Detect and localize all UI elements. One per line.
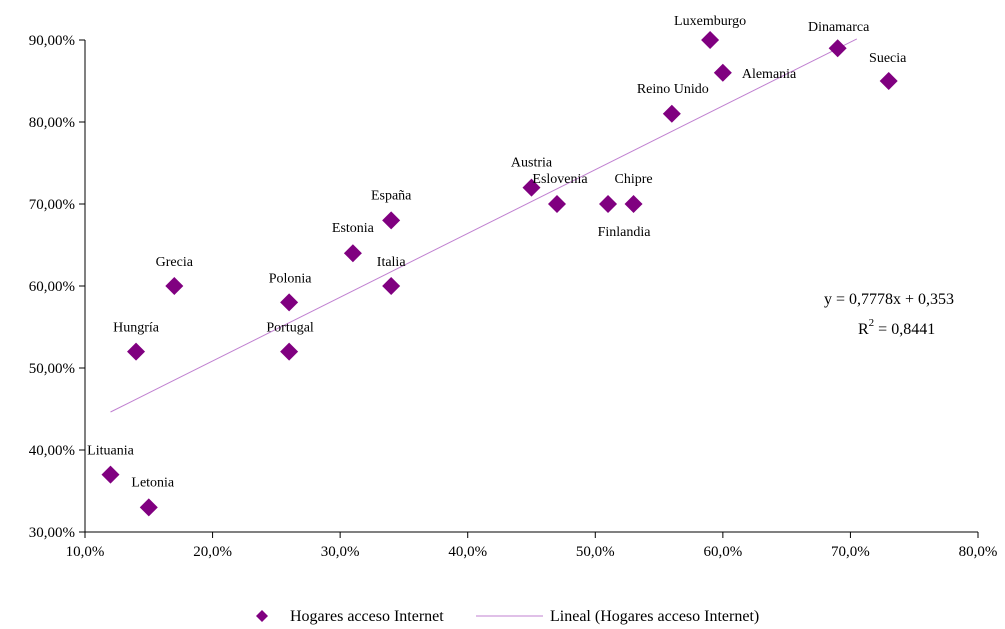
x-tick-label: 40,0% <box>448 544 487 560</box>
point-suecia <box>879 72 898 90</box>
r-squared-value: = 0,8441 <box>874 321 935 338</box>
point-label: Finlandia <box>598 225 652 240</box>
point-chipre <box>624 195 643 213</box>
x-tick-label: 70,0% <box>831 544 870 560</box>
axes <box>84 40 978 533</box>
x-tick-label: 50,0% <box>576 544 615 560</box>
point-label: Lituania <box>87 444 134 459</box>
point-españa <box>382 211 401 230</box>
point-alemania <box>713 63 732 82</box>
point-reino-unido <box>662 104 681 123</box>
r-squared-superscript: 2 <box>869 317 875 329</box>
point-label: Suecia <box>869 51 907 66</box>
point-label: España <box>371 188 412 203</box>
point-letonia <box>139 498 158 517</box>
point-austria <box>522 178 541 197</box>
point-estonia <box>343 244 362 263</box>
r-squared-symbol: R <box>858 321 869 338</box>
point-hungría <box>127 342 146 361</box>
point-label: Luxemburgo <box>674 14 746 29</box>
y-tick-label: 50,00% <box>29 361 75 377</box>
point-label: Letonia <box>131 475 175 490</box>
point-label: Italia <box>377 255 407 270</box>
point-label: Hungría <box>113 321 160 336</box>
legend-label-trendline: Lineal (Hogares acceso Internet) <box>550 608 759 625</box>
point-grecia <box>165 277 184 295</box>
point-label: Dinamarca <box>808 20 870 35</box>
point-eslovenia <box>548 195 567 213</box>
y-tick-label: 90,00% <box>29 33 75 49</box>
point-label: Grecia <box>156 255 194 270</box>
point-finlandia <box>599 195 618 213</box>
data-points <box>101 31 898 517</box>
point-polonia <box>280 293 299 312</box>
r-squared-text: R2 = 0,8441 <box>858 317 935 338</box>
point-labels: Lituania Letonia Hungría Grecia Polonia Portu… <box>87 14 907 490</box>
trendline <box>110 38 858 413</box>
legend-label-series: Hogares acceso Internet <box>290 608 444 625</box>
point-label: Austria <box>511 156 553 171</box>
x-tick-label: 10,0% <box>66 544 105 560</box>
y-tick-label: 70,00% <box>29 197 75 213</box>
point-italia <box>382 277 401 295</box>
point-label: Reino Unido <box>637 82 709 97</box>
x-tick-label: 60,0% <box>703 544 742 560</box>
point-label: Chipre <box>615 172 653 187</box>
point-label: Alemania <box>742 67 797 82</box>
regression-equation: y = 0,7778x + 0,353 R2 = 0,8441 <box>824 291 954 338</box>
point-lituania <box>101 465 120 484</box>
equation-text: y = 0,7778x + 0,353 <box>824 291 954 308</box>
y-axis-ticks: 30,00% 40,00% 50,00% 60,00% 70,00% 80,00% 90,0… <box>29 33 85 541</box>
y-tick-label: 60,00% <box>29 279 75 295</box>
y-tick-label: 80,00% <box>29 115 75 131</box>
point-label: Estonia <box>332 221 375 236</box>
point-portugal <box>280 342 299 361</box>
legend-marker-diamond <box>256 610 268 622</box>
x-axis-ticks: 10,0% 20,0% 30,0% 40,0% 50,0% 60,0% 70,0% 80,0% <box>66 532 998 560</box>
legend: Hogares acceso Internet Lineal (Hogares a… <box>256 608 759 625</box>
x-tick-label: 30,0% <box>321 544 360 560</box>
y-tick-label: 40,00% <box>29 443 75 459</box>
x-tick-label: 80,0% <box>959 544 998 560</box>
trendline-group <box>110 38 858 413</box>
point-luxemburgo <box>701 31 720 49</box>
x-tick-label: 20,0% <box>193 544 232 560</box>
y-tick-label: 30,00% <box>29 525 75 541</box>
point-dinamarca <box>828 39 847 58</box>
point-label: Eslovenia <box>532 172 588 187</box>
point-label: Polonia <box>269 271 313 286</box>
point-label: Portugal <box>266 321 314 336</box>
